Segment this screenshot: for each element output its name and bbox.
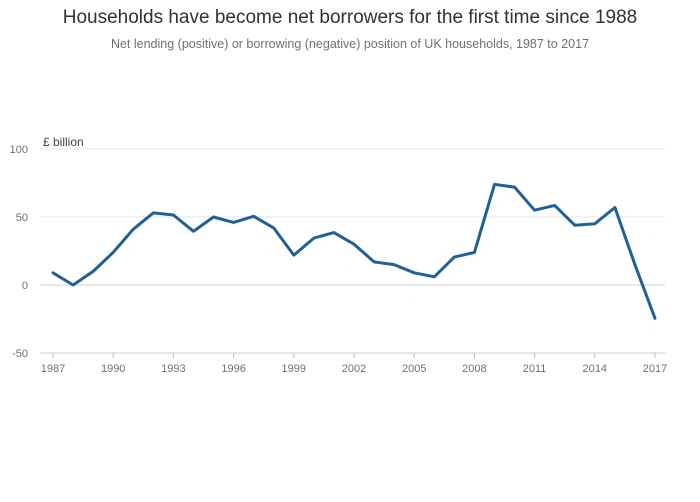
data-point[interactable] [228,216,240,228]
data-point[interactable] [268,222,280,234]
data-point[interactable] [408,267,420,279]
x-tick-label: 1999 [282,363,306,375]
data-point[interactable] [448,251,460,263]
data-point[interactable] [127,223,139,235]
data-point[interactable] [147,207,159,219]
data-point[interactable] [248,210,260,222]
data-point[interactable] [107,246,119,258]
chart-subtitle: Net lending (positive) or borrowing (neg… [110,37,590,51]
data-point[interactable] [569,219,581,231]
y-tick-label: -50 [12,348,28,360]
x-tick-label: 1987 [41,363,65,375]
data-point[interactable] [488,178,500,190]
data-point[interactable] [589,218,601,230]
x-tick-label: 2008 [462,363,486,375]
data-point[interactable] [468,246,480,258]
x-tick-label: 1996 [221,363,245,375]
y-axis-unit-label: £ billion [43,135,84,149]
data-point[interactable] [549,199,561,211]
data-point[interactable] [348,238,360,250]
x-tick-label: 2005 [402,363,426,375]
data-point[interactable] [187,225,199,237]
x-tick-label: 2011 [523,363,547,375]
x-tick-label: 2002 [342,363,366,375]
x-tick-label: 2014 [583,363,607,375]
data-point[interactable] [208,211,220,223]
data-point[interactable] [47,267,59,279]
data-point[interactable] [308,232,320,244]
gridlines [40,148,665,354]
x-tick-label: 1990 [101,363,125,375]
x-axis-ticks: 1987 1990 1993 1996 1999 2002 2005 2008 2011 2014… [40,352,667,375]
data-point[interactable] [509,181,521,193]
x-tick-label: 2017 [643,363,667,375]
y-axis-ticks: -50 0 50 100 [10,144,28,360]
data-point[interactable] [87,265,99,277]
data-point[interactable] [629,259,641,271]
data-point[interactable] [167,209,179,221]
data-point[interactable] [388,259,400,271]
data-point[interactable] [368,256,380,268]
data-point[interactable] [328,227,340,239]
data-point[interactable] [428,271,440,283]
data-point[interactable] [288,249,300,261]
data-point[interactable] [609,201,621,213]
series-layer [47,178,661,324]
data-point[interactable] [649,312,661,324]
data-point[interactable] [529,204,541,216]
y-tick-label: 50 [16,212,28,224]
y-tick-label: 100 [10,144,28,156]
chart-title: Households have become net borrowers for… [62,7,638,28]
data-point[interactable] [67,279,79,291]
x-tick-label: 1993 [161,363,185,375]
series-line [51,182,657,320]
y-tick-label: 0 [22,280,28,292]
